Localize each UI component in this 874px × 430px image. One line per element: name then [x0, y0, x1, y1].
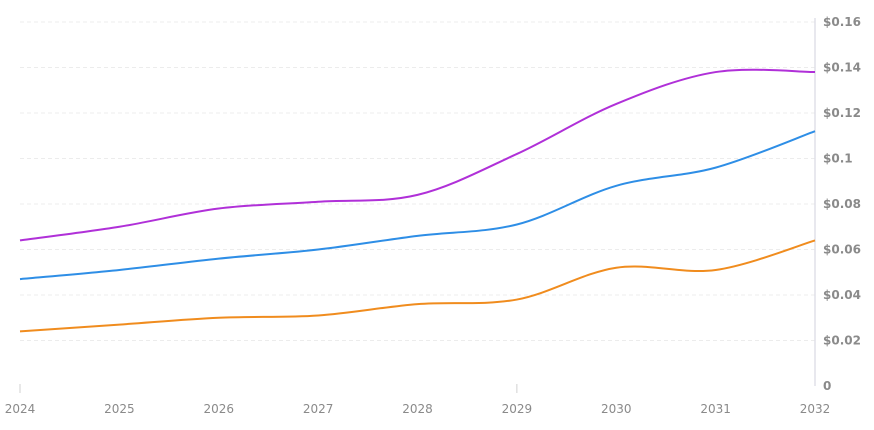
y-tick-label: $0.16	[823, 15, 861, 29]
y-tick-label: 0	[823, 379, 831, 393]
y-tick-label: $0.06	[823, 243, 861, 257]
y-tick-label: $0.12	[823, 106, 861, 120]
axes	[19, 18, 816, 393]
x-tick-label: 2031	[700, 402, 731, 416]
x-tick-label: 2025	[104, 402, 135, 416]
x-tick-label: 2027	[303, 402, 334, 416]
x-tick-label: 2026	[203, 402, 234, 416]
y-tick-label: $0.1	[823, 152, 853, 166]
series-lines	[19, 68, 816, 333]
x-tick-label: 2029	[502, 402, 533, 416]
series-line-0	[19, 68, 816, 242]
x-tick-label: 2032	[800, 402, 831, 416]
y-tick-label: $0.02	[823, 334, 861, 348]
y-tick-label: $0.04	[823, 288, 861, 302]
grid	[20, 21, 815, 341]
x-tick-labels: 2024 2025 2026 2027 2028 2029 2030 2031 2032	[5, 402, 831, 416]
x-tick-label: 2030	[601, 402, 632, 416]
series-line-2	[19, 239, 816, 333]
y-tick-label: $0.14	[823, 61, 861, 75]
x-tick-label: 2024	[5, 402, 36, 416]
y-tick-labels: 0 $0.02 $0.04 $0.06 $0.08 $0.1 $0.12 $0.14 $0.16	[823, 15, 861, 393]
y-tick-label: $0.08	[823, 197, 861, 211]
series-line-1	[19, 130, 816, 281]
x-tick-label: 2028	[402, 402, 433, 416]
